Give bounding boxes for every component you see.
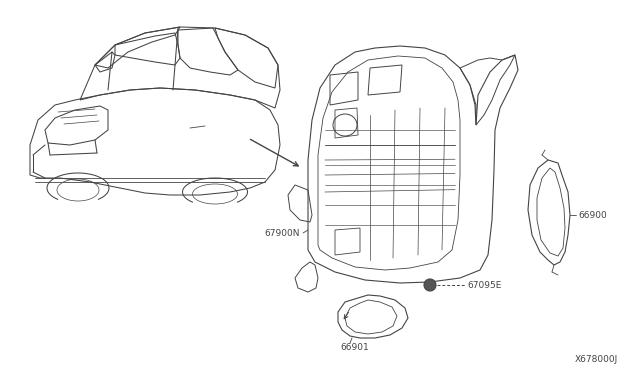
Text: 67900N: 67900N	[264, 228, 300, 237]
Text: 66900: 66900	[578, 211, 607, 219]
Text: 67095E: 67095E	[467, 280, 501, 289]
Text: 66901: 66901	[340, 343, 369, 352]
Circle shape	[424, 279, 436, 291]
Text: X678000J: X678000J	[575, 356, 618, 365]
